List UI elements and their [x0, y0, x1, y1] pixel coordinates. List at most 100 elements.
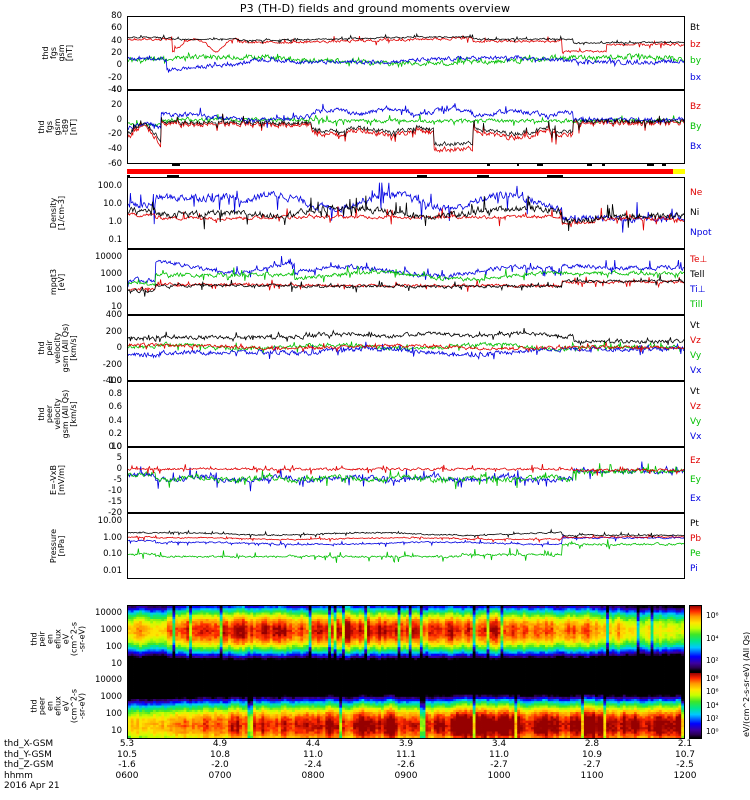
x-axis-value: -2.5 [676, 760, 694, 770]
legend-item-fgs-gsm-bz: bz [690, 39, 701, 50]
y-tick-fgs-gsm-t89: -20 [108, 129, 122, 140]
legend-item-peir-velocity-vt: Vt [690, 320, 700, 331]
y-tick-peir-velocity: 400 [105, 310, 122, 320]
panel-mpqt3 [127, 249, 685, 315]
y-tick-fgs-gsm-t89: -60 [108, 159, 122, 169]
x-axis-value: 5.3 [119, 739, 135, 749]
y-tick-peer-velocity: 0.2 [108, 428, 122, 439]
x-axis-value: 1200 [673, 770, 697, 781]
y-tick-peer-velocity: 0.0 [108, 442, 122, 452]
x-axis-value: 10.8 [209, 749, 231, 760]
x-axis-value: 11.1 [395, 749, 417, 760]
status-tick [517, 164, 519, 166]
legend-item-peir-velocity-vz: Vz [690, 335, 701, 346]
x-axis-value: 0900 [394, 770, 418, 781]
y-tick-fgs-gsm-t89: -40 [108, 144, 122, 155]
status-tick [127, 175, 130, 177]
status-bar-yellow-segment [673, 169, 685, 174]
legend-item-fgs-gsm-t89-by: By [690, 122, 702, 132]
colorbar-peer-cbar [689, 672, 702, 739]
status-tick [647, 164, 654, 166]
colorbar-tick: 10² [706, 713, 719, 723]
legend-item-fgs-gsm-t89-bx: Bx [690, 142, 702, 152]
y-tick-density: 10.0 [103, 199, 122, 209]
y-tick-density: 1.0 [108, 217, 122, 227]
y-tick-peer-en-eflux: 10000 [94, 675, 122, 686]
legend-item-mpqt3-te: Te⊥ [690, 254, 708, 265]
y-tick-pressure: 0.01 [103, 565, 122, 576]
y-tick-peir-en-eflux: 1000 [100, 625, 122, 636]
legend-item-efield-ey: Ey [690, 475, 702, 485]
status-tick [487, 164, 490, 166]
y-tick-peer-en-eflux: 1000 [100, 692, 122, 703]
y-tick-efield: 10 [111, 442, 122, 452]
colorbar-tick: 10⁸ [706, 673, 719, 683]
y-tick-fgs-gsm: -20 [108, 72, 122, 83]
y-tick-fgs-gsm: 0 [116, 60, 122, 71]
status-tick [602, 164, 605, 166]
y-tick-peer-velocity: 1.0 [108, 376, 122, 386]
x-axis-value: 10.7 [674, 749, 696, 760]
y-tick-pressure: 10.00 [97, 516, 122, 527]
y-tick-efield: -15 [108, 497, 122, 507]
x-axis-value: -2.4 [304, 760, 322, 770]
x-axis-value: 4.4 [305, 739, 321, 749]
colorbar-tick: 10⁴ [706, 633, 719, 643]
y-tick-peir-velocity: -400 [102, 376, 122, 386]
x-axis-value: 3.9 [398, 739, 414, 749]
legend-item-peir-velocity-vx: Vx [690, 365, 702, 376]
status-tick [547, 175, 563, 177]
legend-item-peer-velocity-vt: Vt [690, 386, 700, 397]
legend-item-mpqt3-ti: Ti⊥ [690, 284, 706, 295]
page-title: P3 (TH-D) fields and ground moments over… [239, 2, 511, 15]
y-tick-peir-velocity: 200 [105, 326, 122, 337]
x-axis-value: 2.1 [677, 739, 693, 749]
legend-item-fgs-gsm-bt: Bt [690, 22, 700, 33]
legend-item-pressure-pb: Pb [690, 533, 702, 544]
x-axis-value: 10.5 [116, 749, 138, 760]
colorbar-tick: 10² [706, 655, 719, 665]
y-tick-pressure: 1.00 [103, 532, 122, 543]
status-tick [587, 164, 592, 166]
y-tick-density: 100.0 [97, 181, 122, 191]
legend-item-fgs-gsm-bx: bx [690, 73, 702, 84]
panel-peir-velocity [127, 315, 685, 381]
panel-peer-velocity [127, 381, 685, 447]
panel-fgs-gsm [127, 16, 685, 90]
y-tick-fgs-gsm: -40 [108, 85, 122, 95]
x-axis-value: -2.7 [490, 760, 508, 770]
x-axis-value: 10.9 [581, 749, 603, 760]
y-tick-fgs-gsm-t89: 20 [111, 99, 122, 110]
legend-item-peir-velocity-vy: Vy [690, 350, 702, 361]
legend-item-density-ne: Ne [690, 188, 703, 198]
x-axis-value: -2.6 [397, 760, 415, 770]
colorbar-tick: 10⁴ [706, 700, 719, 710]
x-axis-value: 3.4 [491, 739, 507, 749]
panel-peir-en-eflux [127, 605, 685, 672]
y-tick-mpqt3: 100 [105, 285, 122, 296]
x-axis-value: 11.0 [488, 749, 510, 760]
y-tick-mpqt3: 10000 [94, 252, 122, 263]
y-tick-mpqt3: 10 [111, 301, 122, 312]
status-bar [127, 164, 685, 178]
y-tick-fgs-gsm: 80 [111, 11, 122, 21]
legend-item-peer-velocity-vx: Vx [690, 431, 702, 442]
y-tick-peer-en-eflux: 100 [105, 708, 122, 719]
y-tick-peer-velocity: 0.4 [108, 415, 122, 426]
x-axis-row-name-thd_xgsm: thd_X-GSM [4, 739, 54, 749]
y-tick-peer-en-eflux: 10 [111, 725, 122, 736]
y-tick-efield: 0 [116, 464, 122, 474]
legend-item-efield-ex: Ex [690, 494, 702, 505]
legend-item-mpqt3-tell: Tell [690, 269, 705, 280]
x-axis-value: 0700 [208, 770, 232, 781]
status-tick [537, 164, 543, 166]
colorbar-tick: 10⁶ [706, 687, 719, 697]
status-tick [417, 175, 427, 177]
y-tick-fgs-gsm: 40 [111, 35, 122, 46]
y-tick-efield: 5 [116, 453, 122, 463]
status-tick [172, 164, 180, 166]
x-axis-value: -2.0 [211, 760, 229, 770]
status-tick [477, 175, 489, 177]
y-tick-mpqt3: 1000 [100, 268, 122, 279]
